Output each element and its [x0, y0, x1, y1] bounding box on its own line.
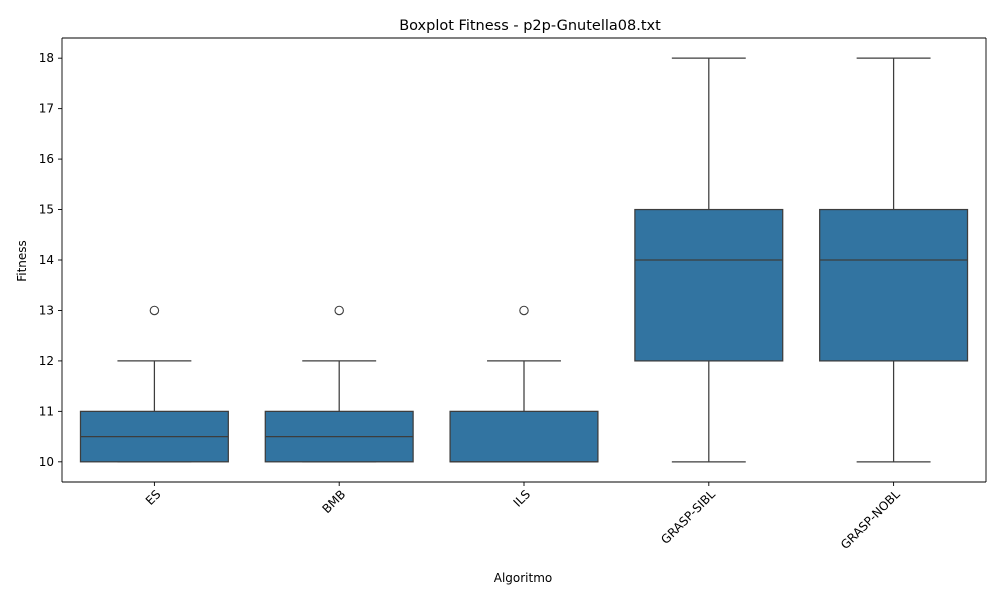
- x-tick-label: GRASP-SIBL: [658, 487, 718, 547]
- y-tick-label: 10: [39, 455, 54, 469]
- y-tick-label: 15: [39, 203, 54, 217]
- outlier-point: [519, 305, 529, 316]
- y-tick-label: 11: [39, 404, 54, 418]
- box-group-grasp-sibl: [634, 57, 784, 463]
- y-tick-label: 17: [39, 102, 54, 116]
- box-group-grasp-nobl: [819, 57, 969, 463]
- box-group-ils: [449, 305, 599, 463]
- plot-area: [79, 57, 969, 463]
- x-tick-label: ES: [143, 487, 164, 508]
- y-tick-label: 12: [39, 354, 54, 368]
- x-tick-label: BMB: [319, 487, 348, 516]
- x-tick-label: GRASP-NOBL: [838, 487, 903, 552]
- box-group-es: [79, 305, 229, 463]
- y-tick-label: 14: [39, 253, 54, 267]
- chart-title: Boxplot Fitness - p2p-Gnutella08.txt: [399, 18, 661, 34]
- y-axis-label: Fitness: [15, 240, 29, 282]
- outlier-point: [334, 305, 344, 316]
- outlier-point: [149, 305, 160, 316]
- iqr-box: [819, 208, 969, 362]
- x-axis-label: Algoritmo: [494, 571, 553, 585]
- iqr-box: [449, 410, 599, 463]
- iqr-box: [634, 208, 784, 362]
- y-tick-label: 13: [39, 303, 54, 317]
- box-group-bmb: [264, 305, 414, 463]
- x-tick-label: ILS: [511, 487, 534, 510]
- y-tick-label: 16: [39, 152, 54, 166]
- y-tick-label: 18: [39, 51, 54, 65]
